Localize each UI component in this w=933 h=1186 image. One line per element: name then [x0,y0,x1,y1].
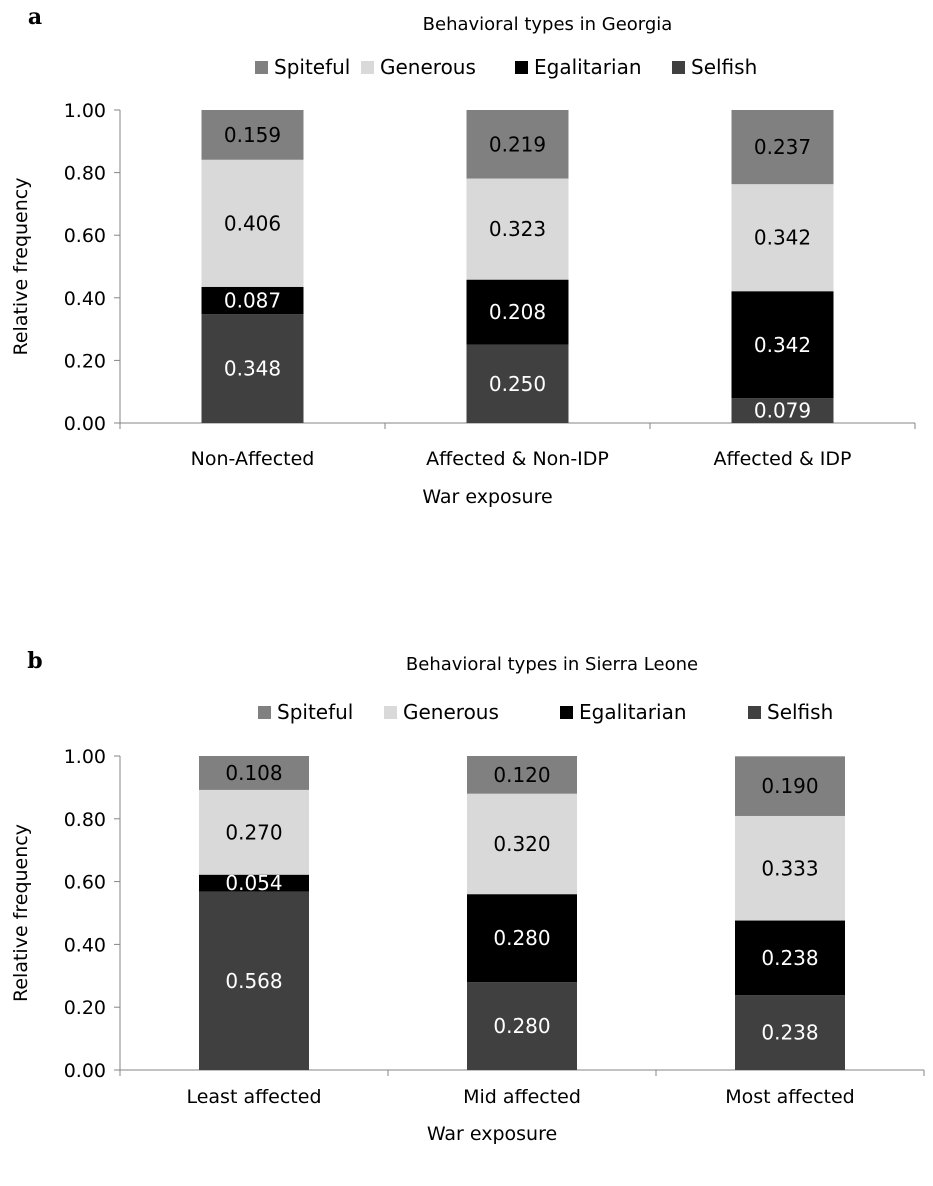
data-label-selfish: 0.348 [224,357,281,381]
chart-title: Behavioral types in Georgia [423,14,673,35]
data-label-egalitarian: 0.280 [493,926,550,950]
legend-swatch-egalitarian [515,61,528,74]
data-label-generous: 0.406 [224,211,281,235]
data-label-generous: 0.342 [754,226,811,250]
bar-segment-spiteful [466,110,569,179]
bar-segment-selfish [466,344,569,423]
y-tick-label: 0.40 [64,934,106,956]
bar-segment-selfish [735,995,845,1070]
data-label-egalitarian: 0.054 [225,871,282,895]
data-label-generous: 0.323 [489,217,546,241]
bar-segment-egalitarian [466,279,569,345]
bar-segment-generous [467,793,577,895]
bar-segment-spiteful [735,756,845,816]
data-label-selfish: 0.238 [761,1021,818,1045]
data-label-selfish: 0.280 [493,1014,550,1038]
data-label-spiteful: 0.237 [754,135,811,159]
legend-swatch-selfish [748,706,761,719]
bar-segment-selfish [731,398,834,423]
y-tick-label: 0.00 [64,1060,106,1082]
y-axis-title: Relative frequency [10,178,32,356]
bar-segment-egalitarian [201,286,304,315]
panel-letter: a [28,4,42,30]
x-category-label: Least affected [186,1086,321,1108]
legend-swatch-spiteful [255,61,268,74]
bar-segment-egalitarian [735,920,845,996]
legend: Spiteful Generous Egalitarian Selfish [255,55,757,79]
legend-label-selfish: Selfish [691,55,757,79]
chart-title: Behavioral types in Sierra Leone [406,654,698,675]
x-axis-title: War exposure [427,1123,557,1145]
bar-segment-egalitarian [467,894,577,983]
legend-swatch-selfish [672,61,685,74]
y-axis-title: Relative frequency [10,824,32,1002]
data-label-spiteful: 0.120 [493,763,550,787]
data-label-egalitarian: 0.208 [489,300,546,324]
legend-label-generous: Generous [380,55,476,79]
bar-segment-selfish [467,982,577,1070]
x-category-label: Most affected [725,1086,854,1108]
x-category-label: Affected & IDP [713,448,851,470]
panel-letter: b [27,648,42,674]
bar-segment-selfish [201,314,304,423]
bar-segment-egalitarian [731,291,834,399]
y-tick-label: 0.80 [64,163,106,185]
legend-label-generous: Generous [403,700,499,724]
chart-panel-a: a Behavioral types in Georgia Spiteful Gene… [10,4,916,508]
data-label-egalitarian: 0.342 [754,333,811,357]
legend-label-selfish: Selfish [767,700,833,724]
x-category-label: Mid affected [463,1086,581,1108]
y-tick-label: 0.80 [64,809,106,831]
data-label-selfish: 0.568 [225,969,282,993]
data-label-spiteful: 0.219 [489,132,546,156]
legend-swatch-egalitarian [560,706,573,719]
legend-label-spiteful: Spiteful [274,55,350,79]
bar-segment-generous [201,159,304,287]
bar-segment-generous [466,178,569,280]
legend-label-egalitarian: Egalitarian [534,55,642,79]
data-label-selfish: 0.250 [489,372,546,396]
legend-label-egalitarian: Egalitarian [579,700,687,724]
x-category-label: Affected & Non-IDP [426,448,609,470]
y-tick-label: 0.60 [64,872,106,894]
bar-segment-generous [199,789,309,875]
legend-swatch-spiteful [258,706,271,719]
data-label-spiteful: 0.190 [761,774,818,798]
data-label-egalitarian: 0.087 [224,288,281,312]
data-label-generous: 0.320 [493,832,550,856]
y-tick-label: 0.40 [64,288,106,310]
y-tick-label: 1.00 [64,746,106,768]
y-tick-label: 0.20 [64,350,106,372]
x-axis-title: War exposure [422,486,552,508]
legend: Spiteful Generous Egalitarian Selfish [258,700,833,724]
data-label-egalitarian: 0.238 [761,946,818,970]
data-label-generous: 0.333 [761,856,818,880]
bar-segment-spiteful [467,756,577,794]
legend-swatch-generous [361,61,374,74]
y-tick-label: 0.00 [64,413,106,435]
bar-segment-egalitarian [199,874,309,892]
data-label-spiteful: 0.159 [224,123,281,147]
data-label-selfish: 0.079 [754,399,811,423]
bar-segment-spiteful [731,110,834,185]
y-tick-label: 0.20 [64,997,106,1019]
legend-label-spiteful: Spiteful [277,700,353,724]
data-label-generous: 0.270 [225,820,282,844]
bar-segment-spiteful [199,756,309,790]
bar-segment-spiteful [201,110,304,160]
y-tick-label: 1.00 [64,100,106,122]
bar-segment-generous [731,184,834,292]
bar-segment-generous [735,815,845,921]
y-tick-label: 0.60 [64,225,106,247]
chart-panel-b: b Behavioral types in Sierra Leone Spitefu… [10,648,925,1145]
bar-segment-selfish [199,891,309,1070]
legend-swatch-generous [384,706,397,719]
data-label-spiteful: 0.108 [225,761,282,785]
x-category-label: Non-Affected [191,448,315,470]
